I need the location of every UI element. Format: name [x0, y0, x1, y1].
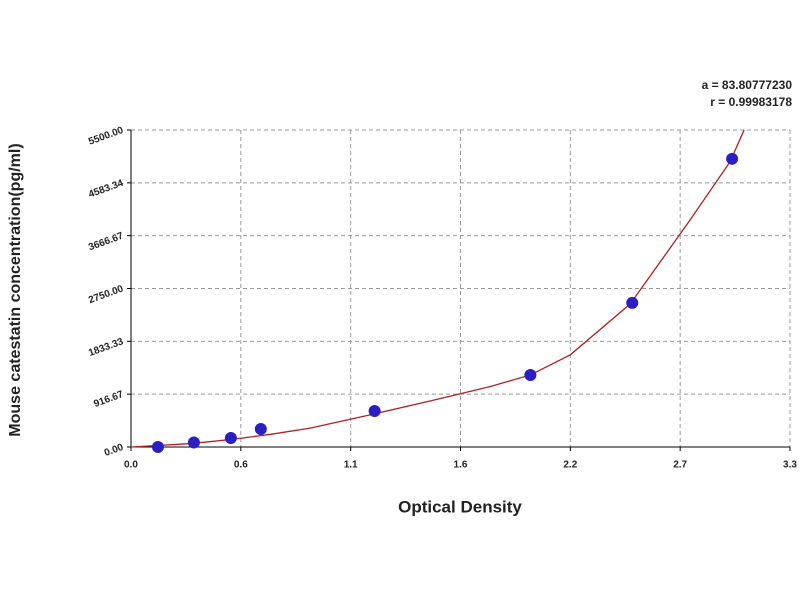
y-axis-label: Mouse catestatin concentration(pg/ml): [7, 143, 24, 436]
y-tick-label: 1833.33: [87, 336, 125, 359]
x-axis-label: Optical Density: [398, 497, 522, 516]
data-point: [151, 441, 164, 453]
y-tick-label: 916.67: [92, 389, 125, 410]
annotation: a = 83.80777230: [702, 78, 793, 92]
x-tick-label: 2.7: [673, 460, 687, 471]
y-tick-label: 5500.00: [87, 125, 125, 148]
x-tick-label: 0.0: [124, 460, 138, 471]
x-tick-label: 2.2: [563, 460, 577, 471]
data-point: [524, 368, 537, 381]
x-tick-label: 1.6: [454, 460, 468, 471]
x-tick-label: 0.6: [234, 460, 248, 471]
annotation: r = 0.99983178: [710, 95, 792, 109]
y-tick-label: 0.00: [103, 442, 125, 459]
y-tick-label: 3666.67: [87, 230, 125, 253]
data-point: [368, 404, 381, 417]
x-tick-label: 3.3: [783, 460, 797, 471]
y-tick-label: 2750.00: [87, 283, 125, 306]
data-point: [187, 436, 200, 449]
data-point: [726, 152, 739, 165]
y-tick-label: 4583.34: [87, 178, 125, 201]
fit-curve: [130, 129, 745, 448]
x-tick-label: 1.1: [344, 460, 358, 471]
data-point: [254, 423, 267, 436]
data-point: [626, 296, 639, 309]
data-point: [224, 432, 237, 445]
